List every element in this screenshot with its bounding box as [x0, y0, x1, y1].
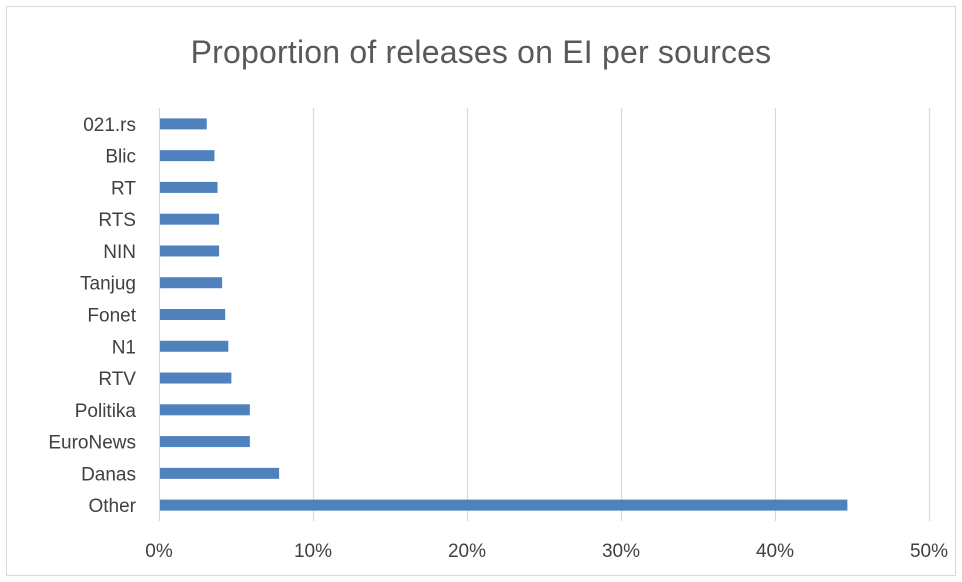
category-label: RTS — [98, 210, 136, 231]
bar-danas — [160, 467, 280, 479]
category-label: NIN — [103, 242, 136, 263]
bar-euronews — [160, 436, 250, 448]
bar-tanjug — [160, 277, 223, 289]
bar-politika — [160, 404, 250, 416]
bar-nin — [160, 245, 220, 257]
bar-021-rs — [160, 118, 207, 130]
category-label: Tanjug — [80, 274, 136, 295]
chart-frame — [6, 6, 956, 576]
x-tick-label: 0% — [145, 541, 173, 562]
category-label: Fonet — [87, 306, 136, 327]
bar-n1 — [160, 340, 229, 352]
category-label: 021.rs — [83, 115, 136, 136]
category-label: EuroNews — [48, 433, 136, 454]
category-label: N1 — [112, 337, 136, 358]
category-label: RTV — [98, 369, 136, 390]
x-tick-label: 20% — [448, 541, 486, 562]
bar-fonet — [160, 309, 226, 320]
chart-title: Proportion of releases on EI per sources — [190, 34, 772, 70]
bar-blic — [160, 150, 215, 162]
category-label: RT — [111, 178, 136, 199]
bar-rts — [160, 213, 220, 225]
x-tick-label: 30% — [602, 541, 640, 562]
x-tick-label: 50% — [910, 541, 948, 562]
category-label: Blic — [105, 147, 136, 168]
category-label: Other — [88, 496, 136, 517]
bar-rtv — [160, 372, 232, 384]
bar-rt — [160, 181, 218, 193]
bar-other — [160, 499, 848, 511]
category-label: Danas — [81, 464, 136, 485]
x-tick-label: 10% — [294, 541, 332, 562]
category-label: Politika — [75, 401, 137, 422]
x-tick-label: 40% — [756, 541, 794, 562]
